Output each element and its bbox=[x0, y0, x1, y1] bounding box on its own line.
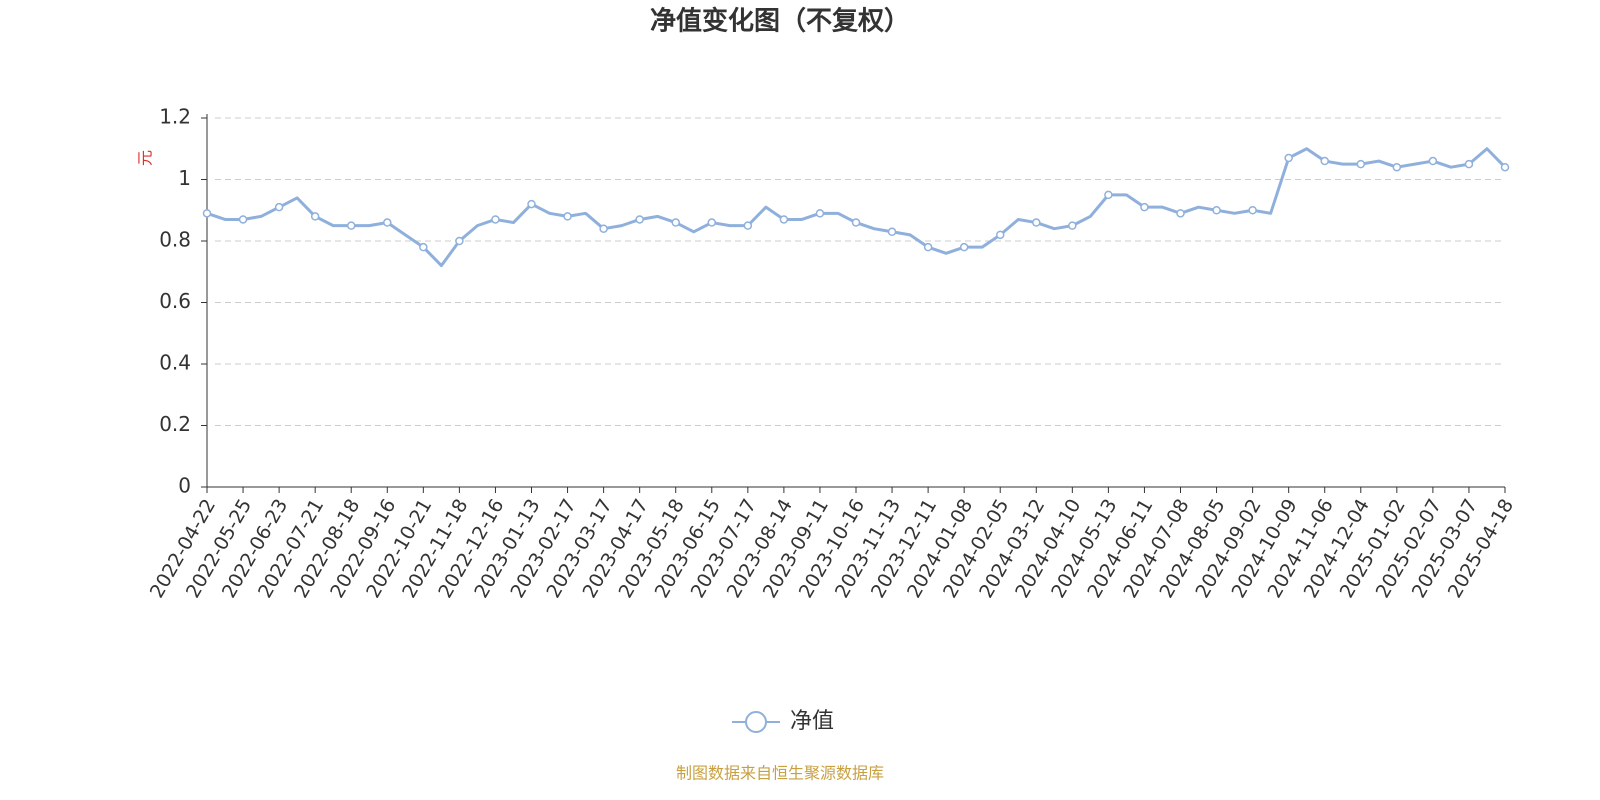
data-point bbox=[527, 199, 536, 209]
data-point bbox=[1284, 153, 1293, 163]
y-tick-label: 1 bbox=[178, 166, 191, 190]
data-point bbox=[743, 221, 753, 230]
data-point bbox=[1140, 202, 1149, 212]
data-point bbox=[959, 242, 969, 252]
legend-icon-marker bbox=[745, 711, 767, 733]
data-point bbox=[202, 209, 212, 218]
y-tick-label: 0.2 bbox=[159, 412, 191, 436]
y-tick-label: 1.2 bbox=[159, 105, 191, 129]
data-point bbox=[887, 227, 897, 237]
data-point bbox=[563, 212, 572, 221]
data-point bbox=[671, 218, 680, 227]
y-tick-label: 0.8 bbox=[159, 228, 191, 252]
data-point bbox=[635, 215, 644, 224]
data-point bbox=[1392, 162, 1402, 172]
data-point bbox=[1212, 206, 1221, 215]
source-note: 制图数据来自恒生聚源数据库 bbox=[676, 764, 884, 783]
data-point bbox=[599, 224, 608, 233]
data-point bbox=[274, 202, 284, 212]
data-point bbox=[995, 230, 1005, 240]
data-point bbox=[851, 218, 861, 227]
data-point bbox=[238, 215, 248, 224]
data-point bbox=[707, 218, 717, 227]
data-point bbox=[1104, 190, 1113, 200]
data-point bbox=[419, 242, 428, 252]
legend-label: 净值 bbox=[790, 709, 834, 734]
y-axis-label: 元 bbox=[136, 150, 155, 166]
data-point bbox=[1428, 156, 1438, 166]
chart-title: 净值变化图（不复权） bbox=[650, 6, 910, 37]
data-point bbox=[779, 215, 789, 224]
data-point bbox=[1464, 159, 1474, 169]
data-point bbox=[1500, 162, 1510, 172]
y-tick-label: 0 bbox=[178, 474, 191, 498]
data-point bbox=[1356, 159, 1366, 169]
data-point bbox=[815, 209, 825, 218]
data-point bbox=[1320, 156, 1329, 166]
y-tick-label: 0.4 bbox=[159, 351, 191, 375]
data-point bbox=[383, 218, 392, 227]
data-point bbox=[1032, 218, 1041, 227]
data-line bbox=[206, 147, 1507, 268]
data-point bbox=[310, 212, 320, 221]
data-point bbox=[346, 221, 356, 230]
data-point bbox=[491, 215, 500, 224]
data-point bbox=[923, 242, 933, 252]
data-point bbox=[1068, 221, 1077, 230]
data-point bbox=[455, 236, 464, 246]
data-point bbox=[1248, 206, 1257, 215]
y-tick-label: 0.6 bbox=[159, 289, 191, 313]
data-point bbox=[1176, 209, 1185, 218]
